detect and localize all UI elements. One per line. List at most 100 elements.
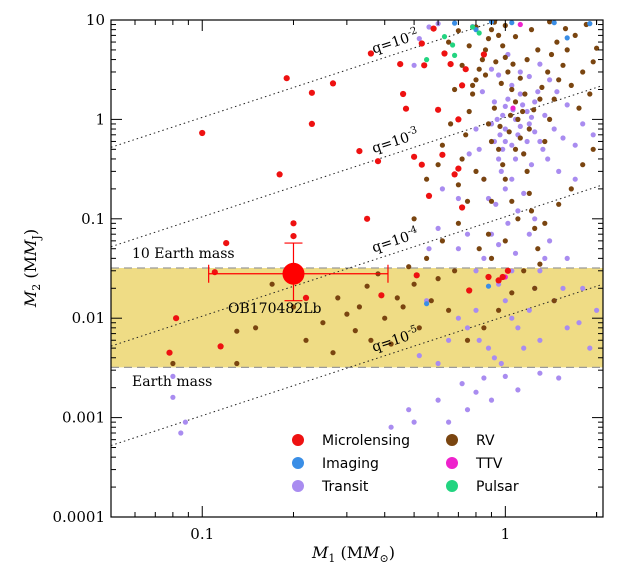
- point-transit: [528, 162, 535, 168]
- point-transit: [494, 116, 500, 122]
- point-rv: [526, 126, 532, 132]
- point-rv: [488, 27, 495, 33]
- point-rv: [481, 176, 487, 182]
- point-microlensing: [166, 349, 173, 356]
- point-microlensing: [364, 215, 371, 222]
- point-rv: [528, 27, 535, 33]
- point-rv: [464, 337, 471, 343]
- point-transit: [556, 168, 562, 174]
- point-rv: [539, 84, 545, 90]
- point-rv: [551, 298, 557, 304]
- point-microlensing: [402, 105, 410, 112]
- point-rv: [439, 142, 445, 148]
- point-rv: [473, 77, 479, 83]
- point-rv: [590, 59, 596, 65]
- point-microlensing: [504, 267, 511, 274]
- point-transit: [505, 96, 511, 102]
- point-transit: [580, 285, 586, 291]
- point-transit: [517, 91, 523, 97]
- y-axis-title-main: M: [21, 290, 40, 308]
- point-transit: [491, 355, 497, 361]
- legend-marker-microlensing: [292, 434, 304, 446]
- x-axis-title-main: M: [311, 543, 329, 562]
- point-transit: [439, 186, 445, 192]
- point-rv: [400, 304, 406, 310]
- point-transit: [560, 285, 566, 291]
- point-transit: [551, 126, 557, 132]
- point-rv: [517, 135, 523, 141]
- point-rv: [303, 337, 309, 343]
- point-pulsar: [441, 34, 448, 40]
- point-transit: [537, 138, 543, 145]
- point-transit: [435, 397, 441, 403]
- point-rv: [476, 66, 482, 72]
- legend-label-microlensing: Microlensing: [322, 433, 410, 449]
- point-pulsar: [450, 42, 456, 48]
- legend-label-pulsar: Pulsar: [476, 479, 519, 495]
- point-transit: [587, 345, 593, 351]
- point-rv: [554, 39, 560, 45]
- point-rv: [488, 198, 495, 204]
- point-transit: [500, 146, 506, 152]
- point-rv: [496, 32, 502, 39]
- point-transit: [446, 337, 452, 343]
- series-pulsar: [424, 24, 482, 63]
- point-rv: [547, 116, 553, 122]
- point-rv: [532, 285, 538, 291]
- point-rv: [482, 47, 489, 53]
- point-transit: [455, 315, 461, 321]
- point-microlensing: [495, 277, 502, 284]
- point-microlensing: [430, 25, 437, 32]
- point-transit: [502, 138, 508, 145]
- x-tick-label: 1: [501, 525, 511, 543]
- point-microlensing: [308, 120, 315, 127]
- point-transit: [580, 121, 586, 127]
- y-axis-title-open: (M: [21, 256, 40, 284]
- point-rv: [382, 315, 388, 321]
- point-transit: [505, 220, 511, 226]
- data-points: [166, 20, 600, 436]
- point-rv: [537, 96, 543, 102]
- point-rv: [556, 201, 562, 207]
- highlight-planet: [208, 242, 389, 302]
- point-rv: [537, 261, 543, 267]
- point-transit: [515, 387, 521, 393]
- point-transit: [542, 255, 548, 261]
- point-rv: [482, 72, 489, 78]
- point-transit: [502, 373, 508, 379]
- point-transit: [556, 375, 562, 381]
- point-transit: [170, 394, 176, 400]
- point-rv: [394, 295, 400, 301]
- point-rv: [524, 168, 530, 174]
- point-transit: [497, 132, 503, 138]
- plot-frame: [110, 19, 604, 518]
- point-imaging: [452, 20, 458, 26]
- point-transit: [435, 225, 441, 231]
- point-transit: [502, 126, 508, 132]
- point-microlensing: [290, 233, 297, 240]
- point-rv: [463, 132, 469, 138]
- point-rv: [428, 298, 434, 304]
- point-transit: [426, 24, 432, 30]
- point-transit: [509, 82, 515, 88]
- series-microlensing: [166, 25, 511, 356]
- point-rv: [356, 304, 362, 310]
- point-imaging: [509, 20, 515, 26]
- point-rv: [452, 86, 458, 93]
- point-microlensing: [199, 129, 206, 137]
- point-transit: [509, 142, 515, 148]
- band-fill: [111, 267, 603, 368]
- point-rv: [547, 20, 553, 25]
- point-rv: [459, 156, 465, 162]
- point-transit: [540, 146, 546, 152]
- point-transit: [493, 201, 499, 207]
- point-microlensing: [302, 294, 310, 301]
- point-rv: [515, 216, 521, 222]
- point-rv: [580, 162, 586, 168]
- point-transit: [532, 129, 538, 135]
- legend-label-transit: Transit: [321, 479, 369, 495]
- point-rv: [590, 146, 596, 152]
- point-rv: [459, 62, 465, 68]
- point-microlensing: [451, 171, 458, 178]
- point-rv: [551, 96, 557, 102]
